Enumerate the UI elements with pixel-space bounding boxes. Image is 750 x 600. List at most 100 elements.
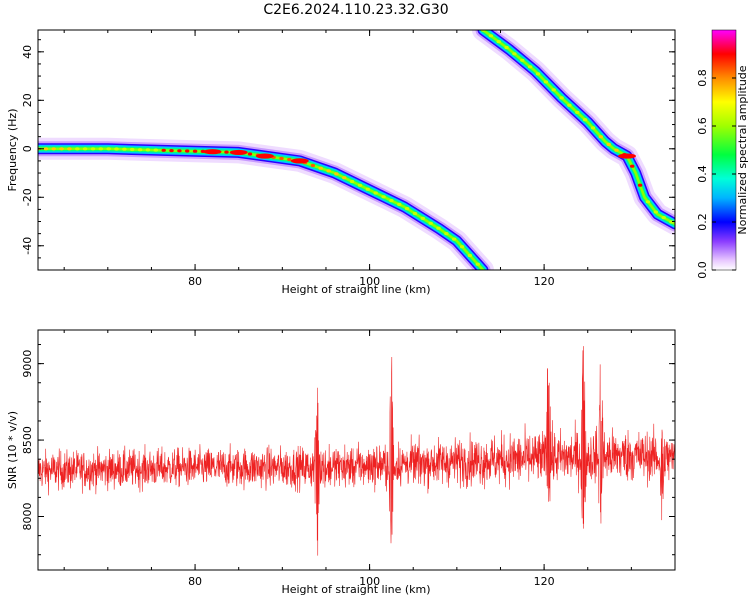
ridge-0-bead xyxy=(334,172,339,176)
colorbar-tick-label: 0.6 xyxy=(696,117,709,135)
spectrogram-ytick-label: 0 xyxy=(21,145,34,152)
snr-xtick-label: 120 xyxy=(534,575,555,588)
ridge-1-bead xyxy=(559,96,564,100)
colorbar-tick-label: 0.0 xyxy=(696,261,709,279)
ridge-0-bead xyxy=(161,148,166,152)
ridge-0-bead xyxy=(373,191,378,195)
colorbar-gradient xyxy=(712,30,736,270)
colorbar-ticks: 0.0 0.2 0.4 0.6 0.8 xyxy=(696,29,737,279)
ridge-0-bead xyxy=(349,179,355,184)
ridge-0-bead xyxy=(51,147,56,151)
colorbar-label: Normalized spectral amplitude xyxy=(736,65,749,234)
ridge-1-bead xyxy=(527,65,533,69)
ridge-0-bead xyxy=(444,232,449,236)
ridge-1-bead xyxy=(645,200,651,204)
ridge-1-bead xyxy=(488,34,494,38)
ridge-1-bead xyxy=(630,164,635,168)
ridge-0-bead xyxy=(90,147,96,151)
snr-ticks: 80 100 120 8000 8500 9000 xyxy=(21,330,676,588)
ridge-0-bead xyxy=(342,176,347,180)
spectrogram-ylabel: Frequency (Hz) xyxy=(6,109,19,192)
ridge-0-bead xyxy=(106,147,111,151)
ridge-1-bead xyxy=(496,40,501,44)
snr-frame xyxy=(37,329,676,571)
ridge-0-bead xyxy=(404,207,410,211)
ridge-1-bead xyxy=(661,216,666,220)
ridge-0-bead xyxy=(224,150,229,154)
spectrogram-ytick-label: 40 xyxy=(21,45,34,59)
spectrogram-panel: 80 100 120 -40 -20 0 20 40 Height of straight l… xyxy=(6,29,676,296)
ridge-0-peak xyxy=(229,149,248,156)
spectrogram-ridges xyxy=(38,30,675,270)
ridge-0-peak xyxy=(255,153,274,159)
ridge-0-bead xyxy=(169,149,174,153)
ridge-0-bead xyxy=(130,147,135,152)
ridge-0-bead xyxy=(381,195,386,199)
ridge-0-bead xyxy=(420,216,425,220)
ridge-0-bead xyxy=(459,245,465,249)
ridge-0-bead xyxy=(287,157,292,162)
ridge-1-bead xyxy=(653,210,658,214)
ridge-0-bead xyxy=(326,169,331,173)
ridge-0-bead xyxy=(114,147,119,151)
ridge-0-bead xyxy=(279,156,284,160)
ridge-1-bead xyxy=(637,183,643,187)
ridge-0-peak xyxy=(203,149,222,155)
ridge-0-bead xyxy=(412,211,418,216)
colorbar: 0.0 0.2 0.4 0.6 0.8 Normalized spectral ampl… xyxy=(696,29,749,279)
ridge-0-bead xyxy=(192,149,198,153)
ridge-0-bead xyxy=(247,152,253,156)
ridge-0-bead xyxy=(397,202,402,206)
ridge-1-bead xyxy=(606,142,611,146)
ridge-1-peak xyxy=(618,153,637,159)
ridge-0-bead xyxy=(389,199,394,203)
ridge-0-bead xyxy=(137,148,143,152)
snr-xtick-label: 80 xyxy=(188,575,202,588)
ridge-1-bead xyxy=(567,103,572,107)
ridge-0-bead xyxy=(436,226,441,230)
colorbar-tick-label: 0.2 xyxy=(696,213,709,231)
ridge-0-bead xyxy=(310,163,316,168)
ridge-0-bead xyxy=(82,147,88,151)
ridge-0-bead xyxy=(475,262,480,266)
ridge-0-bead xyxy=(145,148,151,152)
spectrogram-ytick-label: -20 xyxy=(21,188,34,206)
ridge-1-bead xyxy=(520,58,525,62)
spectrogram-xtick-label: 100 xyxy=(359,275,380,288)
colorbar-tick-label: 0.8 xyxy=(696,69,709,87)
ridge-1-bead xyxy=(543,80,549,84)
ridge-0-bead xyxy=(43,147,49,151)
ridge-0-bead xyxy=(357,183,363,187)
spectrogram-xlabel: Height of straight line (km) xyxy=(281,283,430,296)
ridge-1-bead xyxy=(551,88,556,92)
ridge-1-bead xyxy=(512,52,517,56)
ridge-0-peak xyxy=(290,158,309,164)
snr-xtick-label: 100 xyxy=(359,575,380,588)
spectrogram-ticks: 80 100 120 -40 -20 0 20 40 xyxy=(21,30,676,288)
ridge-1-bead xyxy=(575,110,580,114)
ridge-0-bead xyxy=(122,147,127,151)
colorbar-tick-label: 0.4 xyxy=(696,165,709,183)
ridge-0-bead xyxy=(153,148,158,152)
spectrogram-frame xyxy=(37,29,676,271)
ridge-1-bead xyxy=(504,45,509,50)
spectrogram-xtick-label: 120 xyxy=(534,275,555,288)
ridge-1-bead xyxy=(535,72,541,76)
ridge-0-bead xyxy=(365,187,370,191)
ridge-1-bead xyxy=(582,118,588,122)
colorbar-frame xyxy=(711,29,737,271)
spectrogram-xtick-label: 80 xyxy=(188,275,202,288)
ridge-0-bead xyxy=(318,166,323,170)
snr-ytick-label: 8000 xyxy=(21,502,34,530)
ridge-0-bead xyxy=(185,149,190,153)
ridge-0-bead xyxy=(98,147,104,151)
snr-xlabel: Height of straight line (km) xyxy=(281,583,430,596)
ridge-0-bead xyxy=(67,147,72,151)
snr-ytick-label: 9000 xyxy=(21,350,34,378)
ridge-1-bead xyxy=(590,126,596,130)
ridge-0-bead xyxy=(452,237,457,241)
spectrogram-ytick-label: 20 xyxy=(21,93,34,107)
snr-panel: 80 100 120 8000 8500 9000 Height of straight … xyxy=(6,329,676,596)
ridge-0-bead xyxy=(177,149,182,153)
